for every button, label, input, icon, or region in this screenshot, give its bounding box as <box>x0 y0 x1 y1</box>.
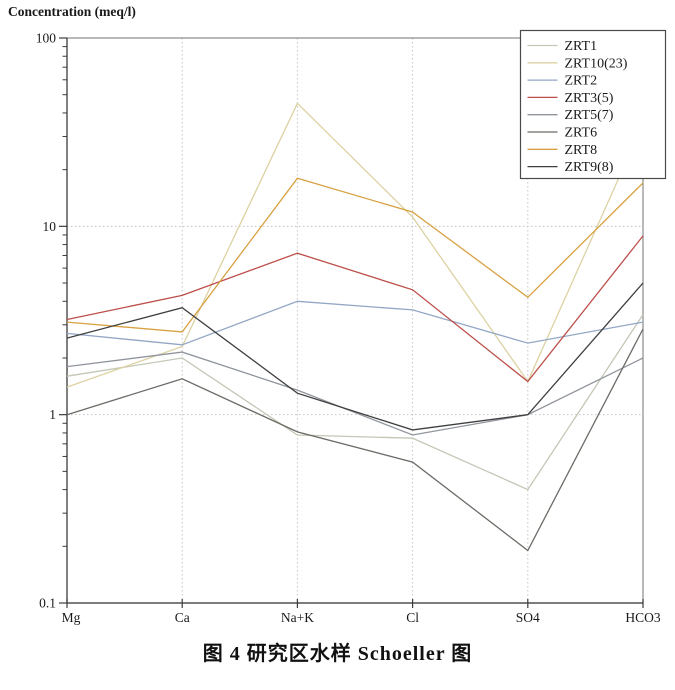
x-tick-label-SO4: SO4 <box>516 610 540 625</box>
x-tick-label-HCO3: HCO3 <box>625 610 661 625</box>
legend-label-ZRT3(5): ZRT3(5) <box>565 91 614 106</box>
x-tick-label-Na+K: Na+K <box>281 610 314 625</box>
legend-label-ZRT1: ZRT1 <box>565 39 598 54</box>
series-line-ZRT3(5) <box>66 235 644 383</box>
y-axis-title: Concentration (meq/l) <box>8 4 136 19</box>
legend-box <box>519 29 667 180</box>
y-tick-label: 100 <box>36 31 57 46</box>
figure-caption: 图 4 研究区水样 Schoeller 图 <box>202 643 473 665</box>
legend-label-ZRT5(7): ZRT5(7) <box>565 108 614 123</box>
legend-label-ZRT6: ZRT6 <box>565 126 598 141</box>
y-tick-label: 10 <box>43 219 57 234</box>
x-tick-label-Ca: Ca <box>175 610 190 625</box>
series-line-ZRT10(23) <box>66 102 644 388</box>
legend-label-ZRT2: ZRT2 <box>565 74 598 89</box>
x-tick-label-Mg: Mg <box>62 610 81 625</box>
series-line-ZRT6 <box>66 328 644 552</box>
legend-label-ZRT10(23): ZRT10(23) <box>565 56 628 71</box>
y-tick-label: 1 <box>49 407 56 422</box>
series-line-ZRT9(8) <box>66 282 644 431</box>
legend-label-ZRT8: ZRT8 <box>565 143 598 158</box>
x-tick-label-Cl: Cl <box>406 610 419 625</box>
series-line-ZRT5(7) <box>66 351 644 436</box>
legend-label-ZRT9(8): ZRT9(8) <box>565 160 614 175</box>
schoeller-chart: Concentration (meq/l) 100 10 1 0.1 Mg Ca Na+K C… <box>8 4 667 625</box>
series-line-ZRT8 <box>66 177 644 333</box>
series-line-ZRT2 <box>66 300 644 346</box>
y-tick-label: 0.1 <box>39 596 56 611</box>
series-line-ZRT1 <box>66 314 644 491</box>
